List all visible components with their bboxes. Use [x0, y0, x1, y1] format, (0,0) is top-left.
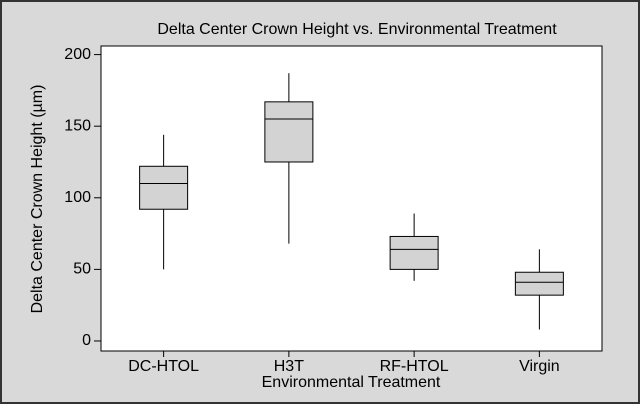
y-tick-label: 0: [82, 332, 91, 349]
y-tick-label: 50: [73, 261, 91, 278]
x-tick-label: H3T: [274, 358, 304, 375]
x-axis-label: Environmental Treatment: [262, 374, 441, 391]
y-tick-label: 100: [64, 189, 91, 206]
box: [139, 165, 189, 210]
x-tick-label: Virgin: [519, 358, 560, 375]
box: [264, 101, 314, 163]
x-tick-label: RF-HTOL: [380, 358, 449, 375]
y-axis-label: Delta Center Crown Height (µm): [29, 85, 46, 314]
box: [389, 235, 439, 270]
chart-title: Delta Center Crown Height vs. Environmen…: [157, 21, 557, 38]
box: [514, 271, 564, 296]
y-tick-label: 150: [64, 117, 91, 134]
y-tick-label: 200: [64, 46, 91, 63]
x-tick-label: DC-HTOL: [128, 358, 199, 375]
